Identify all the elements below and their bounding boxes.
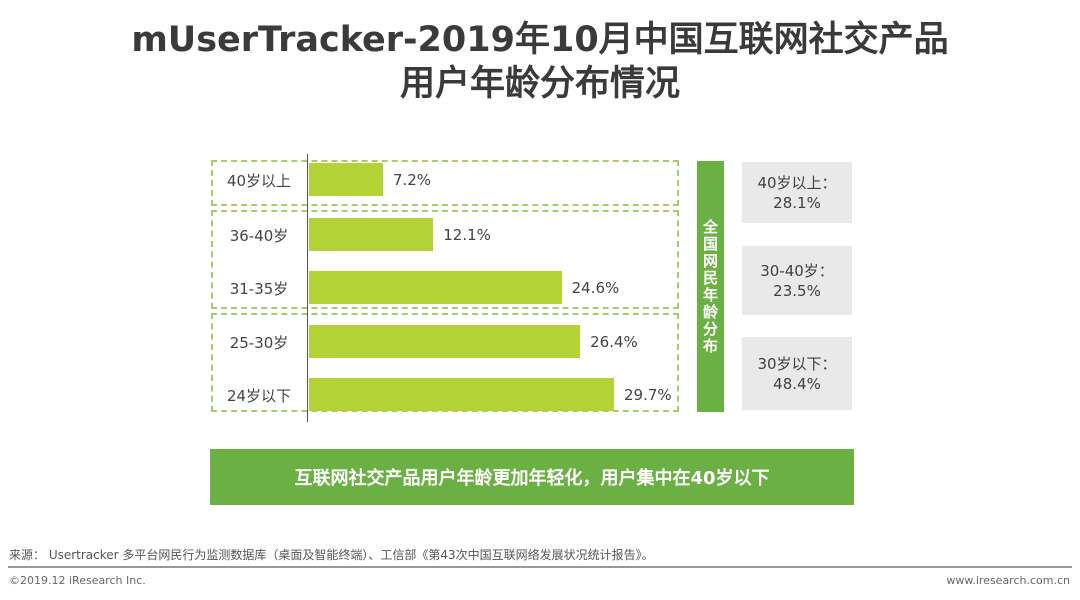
- chart-title-line2: 用户年龄分布情况: [399, 64, 680, 104]
- category-label: 40岁以上: [226, 172, 292, 190]
- category-label: 25-30岁: [229, 334, 289, 352]
- source-note: 来源： Usertracker 多平台网民行为监测数据库（桌面及智能终端）、工信…: [9, 548, 654, 562]
- conclusion-text: 互联网社交产品用户年龄更加年轻化，用户集中在40岁以下: [294, 468, 770, 489]
- national-label-text: 全国网民年龄分布: [701, 218, 719, 355]
- national-item-value: 28.1%: [773, 193, 821, 212]
- value-label: 24.6%: [571, 279, 620, 297]
- value-label: 29.7%: [624, 386, 672, 404]
- bar: [309, 218, 434, 251]
- group-box-under-30: [211, 313, 679, 412]
- bar: [309, 325, 581, 358]
- national-item-label: 40岁以上：: [757, 173, 837, 192]
- national-box-over-40: 40岁以上： 28.1%: [742, 162, 852, 223]
- national-distribution-label: 全国网民年龄分布: [697, 161, 724, 412]
- national-box-under-30: 30岁以下： 48.4%: [742, 337, 852, 410]
- national-box-30-40: 30-40岁： 23.5%: [742, 246, 852, 315]
- conclusion-banner: 互联网社交产品用户年龄更加年轻化，用户集中在40岁以下: [210, 449, 854, 505]
- website-link[interactable]: www.iresearch.com.cn: [946, 574, 1070, 587]
- national-item-label: 30-40岁：: [760, 261, 834, 280]
- copyright: ©2019.12 iResearch Inc.: [9, 574, 146, 587]
- category-label: 24岁以下: [226, 387, 292, 405]
- category-axis-line: [307, 154, 308, 422]
- chart-title-line1: mUserTracker-2019年10月中国互联网社交产品: [131, 20, 949, 60]
- national-item-value: 23.5%: [773, 281, 821, 300]
- bar: [309, 163, 383, 196]
- bar: [309, 271, 562, 304]
- value-label: 7.2%: [392, 171, 432, 189]
- group-box-31-40: [211, 210, 679, 309]
- national-item-value: 48.4%: [773, 374, 821, 393]
- footer-divider: [8, 566, 1072, 568]
- bar: [309, 378, 615, 411]
- value-label: 26.4%: [590, 333, 638, 351]
- national-item-label: 30岁以下：: [757, 354, 837, 373]
- category-label: 31-35岁: [229, 280, 289, 298]
- category-label: 36-40岁: [229, 227, 289, 245]
- group-box-over-40: [211, 160, 679, 206]
- value-label: 12.1%: [443, 226, 491, 244]
